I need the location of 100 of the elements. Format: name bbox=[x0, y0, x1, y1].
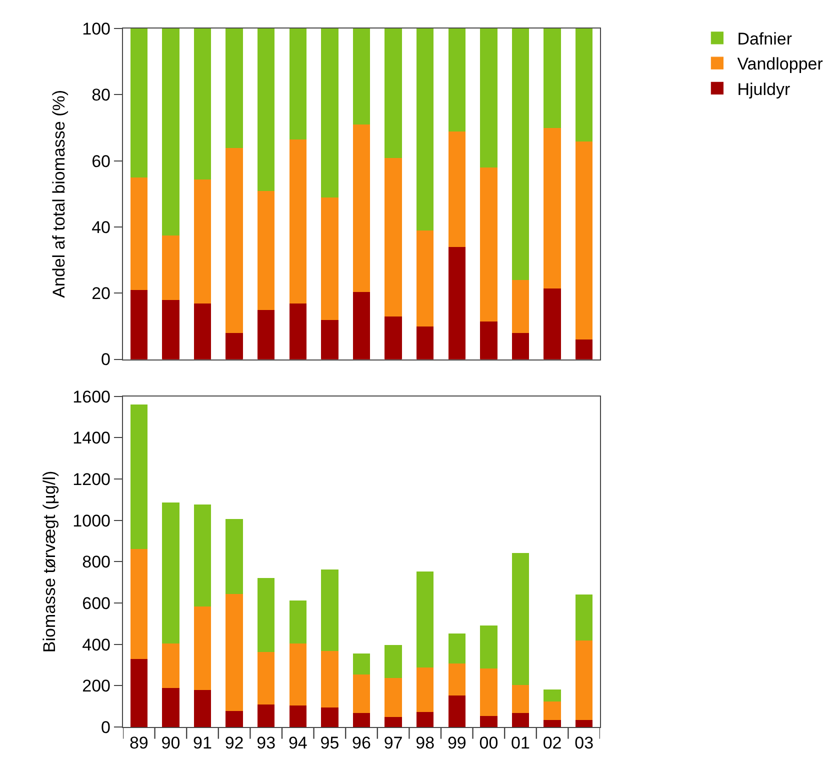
bar bbox=[448, 130, 466, 248]
x-tick-label: 89 bbox=[129, 734, 148, 753]
bar bbox=[289, 643, 306, 706]
x-tick-label: 97 bbox=[384, 734, 403, 753]
y-tick-label: 200 bbox=[82, 676, 110, 696]
bar bbox=[194, 28, 212, 180]
legend-label: Hjuldyr bbox=[737, 80, 790, 99]
bar bbox=[480, 715, 498, 728]
bar bbox=[226, 147, 243, 334]
bar bbox=[258, 28, 275, 191]
bar bbox=[130, 548, 148, 660]
bar bbox=[544, 690, 561, 702]
bar bbox=[130, 404, 148, 549]
y-tick-label: 80 bbox=[92, 86, 110, 105]
bar bbox=[352, 28, 370, 125]
x-tick-label: 98 bbox=[416, 734, 435, 753]
bar bbox=[162, 234, 180, 300]
bar bbox=[448, 634, 466, 664]
bar bbox=[448, 662, 466, 696]
bar bbox=[576, 140, 593, 340]
bar bbox=[576, 339, 593, 360]
legend-label: Vandlopper bbox=[737, 54, 824, 74]
bar bbox=[289, 28, 306, 140]
bar bbox=[416, 230, 434, 326]
bar bbox=[512, 684, 530, 713]
bar bbox=[194, 690, 212, 728]
y-tick-label: 0 bbox=[101, 718, 110, 738]
bar bbox=[162, 502, 180, 644]
bar bbox=[226, 710, 243, 728]
bar bbox=[416, 572, 434, 668]
bar bbox=[384, 28, 402, 158]
bar bbox=[130, 177, 148, 290]
bar bbox=[258, 651, 275, 705]
bar bbox=[416, 326, 434, 360]
bar bbox=[512, 553, 530, 685]
bar bbox=[194, 504, 212, 606]
bar bbox=[226, 593, 243, 711]
bar bbox=[576, 28, 593, 142]
bar bbox=[544, 28, 561, 128]
bar bbox=[130, 290, 148, 360]
bar bbox=[544, 720, 561, 728]
x-tick-label: 00 bbox=[479, 734, 498, 753]
y-tick-label: 1200 bbox=[72, 470, 110, 489]
bar bbox=[544, 700, 561, 720]
bar bbox=[321, 28, 338, 198]
y-tick-label: 800 bbox=[82, 552, 110, 572]
y-tick-label: 1600 bbox=[72, 387, 110, 406]
x-tick-label: 99 bbox=[447, 734, 466, 753]
bar bbox=[480, 668, 498, 716]
bar bbox=[576, 594, 593, 641]
bar bbox=[512, 712, 530, 728]
bar bbox=[321, 570, 338, 651]
bar bbox=[512, 280, 530, 334]
bar bbox=[194, 606, 212, 690]
x-tick-label: 91 bbox=[193, 734, 212, 753]
y-tick-label: 1000 bbox=[72, 511, 110, 530]
bar bbox=[321, 196, 338, 320]
bar bbox=[352, 712, 370, 728]
bar bbox=[194, 178, 212, 304]
y-tick-label: 40 bbox=[92, 218, 110, 237]
bar bbox=[226, 28, 243, 148]
bar bbox=[384, 645, 402, 678]
bar bbox=[544, 127, 561, 288]
x-tick-label: 94 bbox=[288, 734, 308, 753]
y-tick-label: 1400 bbox=[72, 428, 110, 448]
bar bbox=[384, 716, 402, 728]
bar bbox=[480, 28, 498, 168]
x-tick-label: 02 bbox=[542, 734, 562, 753]
bar bbox=[321, 707, 338, 728]
bar bbox=[512, 332, 530, 360]
bar bbox=[226, 332, 243, 360]
bar bbox=[416, 666, 434, 712]
x-tick-label: 01 bbox=[511, 734, 530, 753]
bar bbox=[576, 640, 593, 720]
y-axis-title: Biomasse tørvægt (µg/l) bbox=[40, 470, 60, 653]
bar bbox=[258, 309, 275, 360]
bar bbox=[352, 291, 370, 360]
bar bbox=[226, 519, 243, 594]
bar bbox=[480, 625, 498, 668]
legend-label: Dafnier bbox=[737, 30, 792, 49]
x-tick-label: 90 bbox=[161, 734, 180, 753]
bar bbox=[448, 694, 466, 728]
bar bbox=[352, 653, 370, 675]
x-tick-label: 96 bbox=[352, 734, 371, 753]
bar bbox=[480, 320, 498, 360]
x-tick-label: 95 bbox=[320, 734, 340, 753]
bar bbox=[448, 28, 466, 132]
bar bbox=[194, 302, 212, 360]
bar bbox=[576, 720, 593, 728]
bar bbox=[258, 190, 275, 310]
bar bbox=[544, 288, 561, 360]
bar bbox=[162, 299, 180, 360]
bar bbox=[162, 643, 180, 688]
bar bbox=[480, 167, 498, 322]
x-tick-label: 93 bbox=[256, 734, 276, 753]
x-tick-label: 92 bbox=[224, 734, 244, 753]
bar bbox=[321, 319, 338, 360]
bar bbox=[289, 302, 306, 360]
y-tick-label: 0 bbox=[101, 350, 110, 370]
bar bbox=[130, 658, 148, 728]
